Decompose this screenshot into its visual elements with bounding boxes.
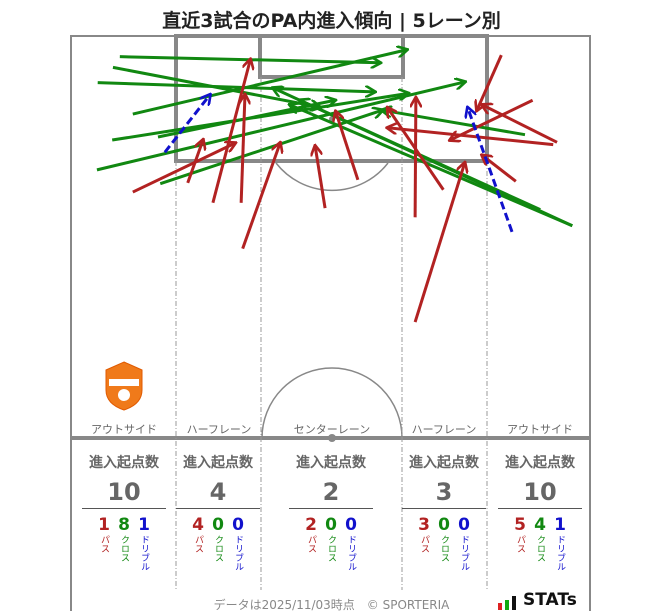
dribble-count: 0 <box>345 515 357 535</box>
penalty-arc <box>275 162 389 192</box>
dribble-count: 0 <box>232 515 244 535</box>
lane-stats: 進入起点数 2 2 パス 0 クロス 0 ドリブル <box>283 452 379 571</box>
lane-label: ハーフレーン <box>411 423 477 436</box>
cross-count: 4 <box>534 515 546 535</box>
pass-count: 1 <box>98 515 110 535</box>
dribble-label: ドリブル <box>233 535 243 571</box>
lane-dividers <box>175 77 488 590</box>
pass-label: パス <box>193 535 203 553</box>
pass-arrow <box>186 140 203 184</box>
lane-label: アウトサイド <box>91 423 157 436</box>
stat-total: 10 <box>498 478 582 509</box>
lane-stats: 進入起点数 10 1 パス 8 クロス 1 ドリブル <box>76 452 172 571</box>
dribble-label: ドリブル <box>346 535 356 571</box>
stat-total: 4 <box>176 478 260 509</box>
pass-label: パス <box>99 535 109 553</box>
stat-header: 進入起点数 <box>505 455 575 471</box>
pass-arrow <box>477 54 503 110</box>
pass-count: 4 <box>192 515 204 535</box>
lane-stats: 進入起点数 10 5 パス 4 クロス 1 ドリブル <box>492 452 588 571</box>
cross-arrow <box>96 82 465 172</box>
cross-label: クロス <box>213 535 223 562</box>
stat-header: 進入起点数 <box>296 455 366 471</box>
pass-arrow <box>241 95 245 203</box>
cross-arrow <box>112 65 320 107</box>
cross-arrow <box>97 81 375 92</box>
pass-arrow <box>336 112 360 181</box>
pass-label: パス <box>419 535 429 553</box>
pass-arrow <box>413 163 465 323</box>
cross-count: 0 <box>212 515 224 535</box>
pass-label: パス <box>306 535 316 553</box>
lane-label: センターレーン <box>293 423 371 436</box>
stat-header: 進入起点数 <box>183 455 253 471</box>
pass-label: パス <box>515 535 525 553</box>
stat-header: 進入起点数 <box>409 455 479 471</box>
cross-count: 8 <box>118 515 130 535</box>
pass-arrow <box>211 60 250 204</box>
club-logo <box>105 361 143 411</box>
pass-arrow <box>315 146 327 209</box>
cross-arrow <box>290 105 573 228</box>
stat-header: 進入起点数 <box>89 455 159 471</box>
dribble-count: 0 <box>458 515 470 535</box>
footer: データは2025/11/03時点 © SPORTERIA <box>213 598 450 611</box>
pass-arrow <box>388 128 554 147</box>
dribble-label: ドリブル <box>459 535 469 571</box>
pass-arrow <box>415 98 416 218</box>
pass-arrow <box>241 143 280 250</box>
cross-count: 0 <box>438 515 450 535</box>
cross-arrow <box>132 50 407 116</box>
center-spot <box>328 434 336 442</box>
dribble-arrow <box>468 108 514 233</box>
lane-stats: 進入起点数 3 3 パス 0 クロス 0 ドリブル <box>396 452 492 571</box>
dribble-count: 1 <box>138 515 150 535</box>
stat-total: 2 <box>289 478 373 509</box>
pass-count: 5 <box>514 515 526 535</box>
stat-total: 3 <box>402 478 486 509</box>
dribble-label: ドリブル <box>555 535 565 571</box>
pass-count: 2 <box>305 515 317 535</box>
stats-logo-text: STATs <box>523 590 577 610</box>
penalty-area <box>174 34 489 163</box>
center-circle <box>261 367 403 439</box>
dribble-count: 1 <box>554 515 566 535</box>
cross-arrow <box>382 110 526 137</box>
cross-label: クロス <box>326 535 336 562</box>
cross-label: クロス <box>439 535 449 562</box>
pass-arrow <box>450 98 534 140</box>
dribble-label: ドリブル <box>139 535 149 571</box>
dribble-arrow <box>163 95 210 154</box>
lane-label: ハーフレーン <box>186 423 252 436</box>
pass-count: 3 <box>418 515 430 535</box>
cross-label: クロス <box>535 535 545 562</box>
cross-label: クロス <box>119 535 129 562</box>
arrows <box>96 50 573 323</box>
pass-arrow <box>132 143 235 194</box>
chart-title: 直近3試合のPA内進入傾向 | 5レーン別 <box>162 10 501 32</box>
lane-stats: 進入起点数 4 4 パス 0 クロス 0 ドリブル <box>170 452 266 571</box>
stat-total: 10 <box>82 478 166 509</box>
pass-arrow <box>482 155 517 183</box>
cross-count: 0 <box>325 515 337 535</box>
lane-label: アウトサイド <box>507 423 573 436</box>
stats-logo: STATs <box>498 590 577 610</box>
pass-arrow <box>482 105 558 144</box>
